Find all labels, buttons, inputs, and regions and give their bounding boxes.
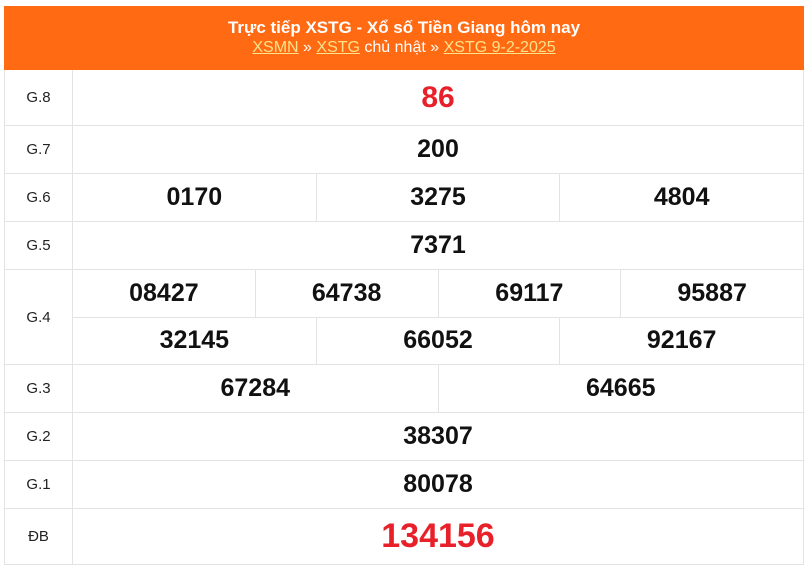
- prize-label: G.6: [5, 174, 73, 221]
- results-table: G.8 86 G.7 200 G.6 0170 3275 4804 G.5 73…: [4, 70, 804, 565]
- prize-row-g2: G.2 38307: [5, 413, 803, 461]
- prize-number: 92167: [559, 317, 803, 364]
- prize-number: 69117: [437, 270, 621, 317]
- breadcrumb-separator: »: [298, 39, 317, 56]
- prize-number: 3275: [315, 174, 560, 221]
- prize-number: 7371: [410, 231, 466, 259]
- prize-number: 64665: [437, 365, 804, 412]
- prize-number: 32145: [159, 326, 230, 355]
- prize-number: 64738: [254, 270, 438, 317]
- prize-number: 86: [421, 80, 455, 114]
- prize-label: G.7: [5, 126, 73, 173]
- prize-row-g3: G.3 67284 64665: [5, 365, 803, 413]
- prize-label: G.3: [5, 365, 73, 412]
- prize-row-g6: G.6 0170 3275 4804: [5, 174, 803, 222]
- prize-row-g4: G.4 08427 64738 69117 95887 32145 66052 …: [5, 270, 803, 365]
- prize-number: 80078: [403, 470, 473, 498]
- prize-number: 200: [417, 135, 459, 163]
- prize-row-g8: G.8 86: [5, 70, 803, 126]
- prize-number: 66052: [315, 317, 560, 364]
- prize-row-special: ĐB 134156: [5, 509, 803, 565]
- prize-number: 08427: [129, 278, 199, 307]
- breadcrumb-xstg-link[interactable]: XSTG: [316, 39, 360, 56]
- prize-row-g5: G.5 7371: [5, 222, 803, 270]
- prize-row-g7: G.7 200: [5, 126, 803, 174]
- prize-number: 67284: [220, 374, 291, 402]
- prize-label: G.2: [5, 413, 73, 460]
- prize-label: G.5: [5, 222, 73, 269]
- prize-number: 95887: [620, 270, 803, 317]
- results-panel: Trực tiếp XSTG - Xổ số Tiền Giang hôm na…: [4, 6, 804, 565]
- prize-label: ĐB: [5, 509, 73, 564]
- prize-label: G.4: [5, 270, 73, 364]
- prize-number: 0170: [166, 183, 223, 211]
- prize-label: G.1: [5, 461, 73, 508]
- prize-number: 38307: [403, 422, 473, 450]
- breadcrumb: XSMN » XSTG chủ nhật » XSTG 9-2-2025: [4, 38, 804, 58]
- results-header: Trực tiếp XSTG - Xổ số Tiền Giang hôm na…: [4, 6, 804, 70]
- prize-number: 4804: [559, 174, 803, 221]
- breadcrumb-xsmn-link[interactable]: XSMN: [252, 39, 299, 56]
- special-prize-number: 134156: [381, 517, 495, 555]
- breadcrumb-date-link[interactable]: XSTG 9-2-2025: [443, 39, 556, 56]
- prize-label: G.8: [5, 70, 73, 125]
- page-title: Trực tiếp XSTG - Xổ số Tiền Giang hôm na…: [227, 18, 581, 37]
- breadcrumb-text: chủ nhật »: [359, 39, 444, 56]
- prize-row-g1: G.1 80078: [5, 461, 803, 509]
